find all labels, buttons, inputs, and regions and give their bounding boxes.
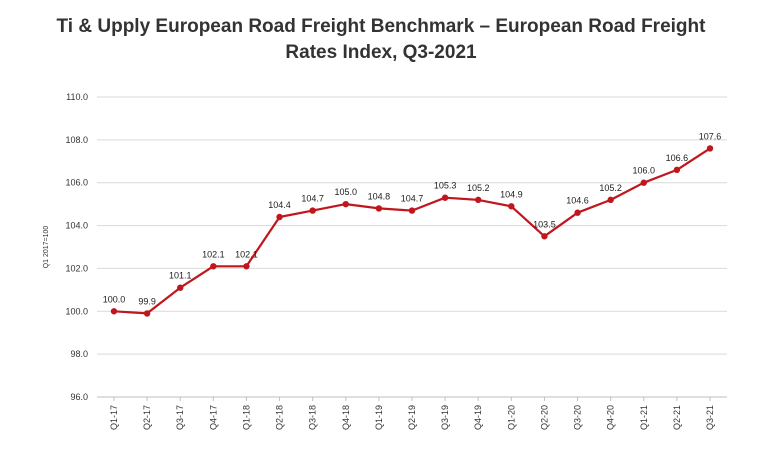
- data-label: 105.0: [335, 187, 358, 197]
- data-label: 106.6: [666, 153, 689, 163]
- series-line-group: [113, 147, 711, 315]
- data-label: 99.9: [138, 296, 156, 306]
- x-axis: Q1-17 Q2-17 Q3-17 Q4-17 Q1-18 Q2-18 Q3-18 Q4-18…: [109, 397, 715, 430]
- data-point: [673, 166, 681, 174]
- data-point: [210, 263, 217, 270]
- y-tick-label: 108.0: [65, 135, 88, 145]
- data-label: 104.7: [401, 194, 424, 204]
- y-axis-ticks: 96.0 98.0 100.0 102.0 104.0 106.0 108.0 110.0: [65, 92, 88, 402]
- x-tick-label: Q2-20: [539, 405, 549, 430]
- x-tick-label: Q3-18: [308, 405, 318, 430]
- data-point: [342, 200, 349, 208]
- data-point: [276, 213, 283, 221]
- data-point: [408, 207, 416, 214]
- data-label: 102.1: [235, 249, 258, 259]
- grid-lines: [97, 96, 727, 398]
- data-label: 105.3: [434, 181, 457, 191]
- x-tick-label: Q4-19: [473, 405, 483, 430]
- x-tick-label: Q2-21: [672, 405, 682, 430]
- y-axis-label: Q1 2017=100: [43, 226, 50, 269]
- y-tick-label: 100.0: [65, 306, 88, 316]
- chart-title-line-2: Rates Index, Q3-2021: [285, 42, 477, 63]
- x-tick-label: Q1-19: [374, 405, 384, 430]
- data-point: [574, 209, 581, 216]
- data-label: 102.1: [202, 249, 225, 259]
- y-tick-label: 96.0: [70, 392, 88, 402]
- data-label: 103.5: [533, 219, 556, 229]
- data-label: 100.0: [103, 294, 126, 304]
- x-tick-label: Q1-17: [109, 405, 119, 430]
- data-point: [177, 284, 184, 291]
- data-point: [309, 207, 316, 214]
- data-labels: 100.0 99.9 101.1 102.1 102.1 104.4 104.7 105.0 1…: [103, 131, 722, 306]
- y-tick-label: 106.0: [65, 178, 88, 188]
- data-point: [441, 194, 449, 201]
- y-tick-label: 110.0: [66, 92, 88, 102]
- x-tick-label: Q4-20: [606, 405, 616, 430]
- data-point: [375, 205, 383, 212]
- x-tick-label: Q3-19: [440, 405, 450, 430]
- data-label: 101.1: [169, 271, 192, 281]
- data-point: [541, 233, 548, 240]
- data-point: [110, 308, 118, 315]
- data-point: [706, 145, 714, 152]
- data-point: [243, 263, 250, 270]
- data-label: 104.6: [566, 196, 589, 206]
- data-points: [110, 145, 714, 317]
- data-point: [143, 310, 151, 317]
- data-label: 106.0: [633, 166, 656, 176]
- x-tick-label: Q2-18: [275, 405, 285, 430]
- y-tick-label: 98.0: [70, 349, 88, 359]
- data-label: 104.8: [368, 191, 391, 201]
- x-tick-label: Q3-20: [573, 405, 583, 430]
- data-label: 107.6: [699, 131, 722, 141]
- data-label: 104.4: [268, 200, 291, 210]
- x-tick-label: Q4-18: [341, 405, 351, 430]
- data-point: [640, 179, 647, 186]
- x-tick-label: Q3-21: [705, 405, 715, 430]
- x-tick-label: Q4-17: [208, 405, 218, 430]
- chart-title-line-1: Ti & Upply European Road Freight Benchma…: [56, 16, 706, 37]
- x-tick-label: Q3-17: [175, 405, 185, 430]
- data-point: [508, 203, 515, 210]
- x-tick-label: Q2-19: [407, 405, 417, 430]
- series-line: [113, 147, 711, 315]
- x-tick-label: Q1-18: [241, 405, 251, 430]
- x-tick-label: Q1-21: [639, 405, 649, 430]
- data-label: 104.9: [500, 189, 523, 199]
- data-label: 105.2: [599, 183, 622, 193]
- data-label: 104.7: [301, 194, 324, 204]
- y-tick-label: 102.0: [65, 263, 88, 273]
- chart-title: Ti & Upply European Road Freight Benchma…: [0, 14, 762, 66]
- x-tick-label: Q2-17: [142, 405, 152, 430]
- data-label: 105.2: [467, 183, 490, 193]
- y-tick-label: 104.0: [65, 221, 88, 231]
- data-point: [607, 196, 614, 204]
- x-tick-label: Q1-20: [506, 405, 516, 430]
- data-point: [475, 196, 482, 204]
